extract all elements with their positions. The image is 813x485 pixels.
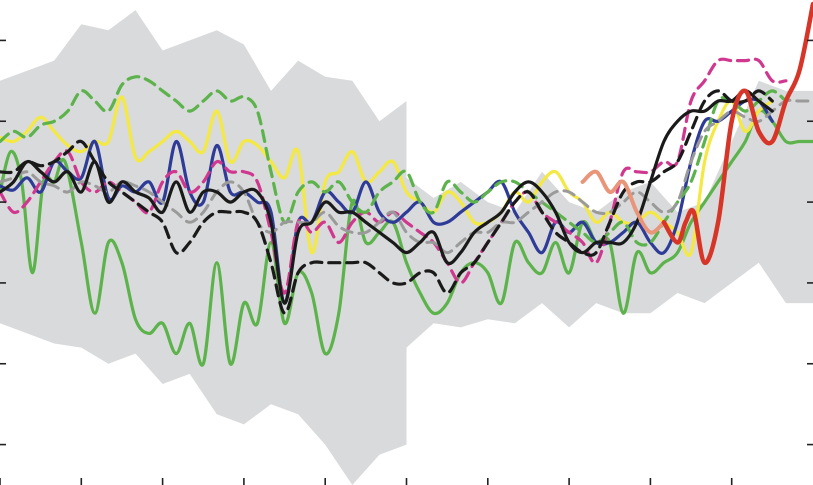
series-line-yellow <box>0 95 774 257</box>
series-line-black-dashed <box>0 89 774 315</box>
series-line-black-solid <box>0 89 774 305</box>
axis-ticks <box>0 39 813 485</box>
series-line-red <box>661 1 813 265</box>
series-line-blue <box>0 97 774 305</box>
series-line-green-dashed <box>0 75 788 247</box>
series-line-grey-dashed <box>0 98 813 255</box>
series-line-green-solid <box>0 108 813 367</box>
series-layer <box>0 1 813 367</box>
series-line-salmon <box>580 169 666 235</box>
